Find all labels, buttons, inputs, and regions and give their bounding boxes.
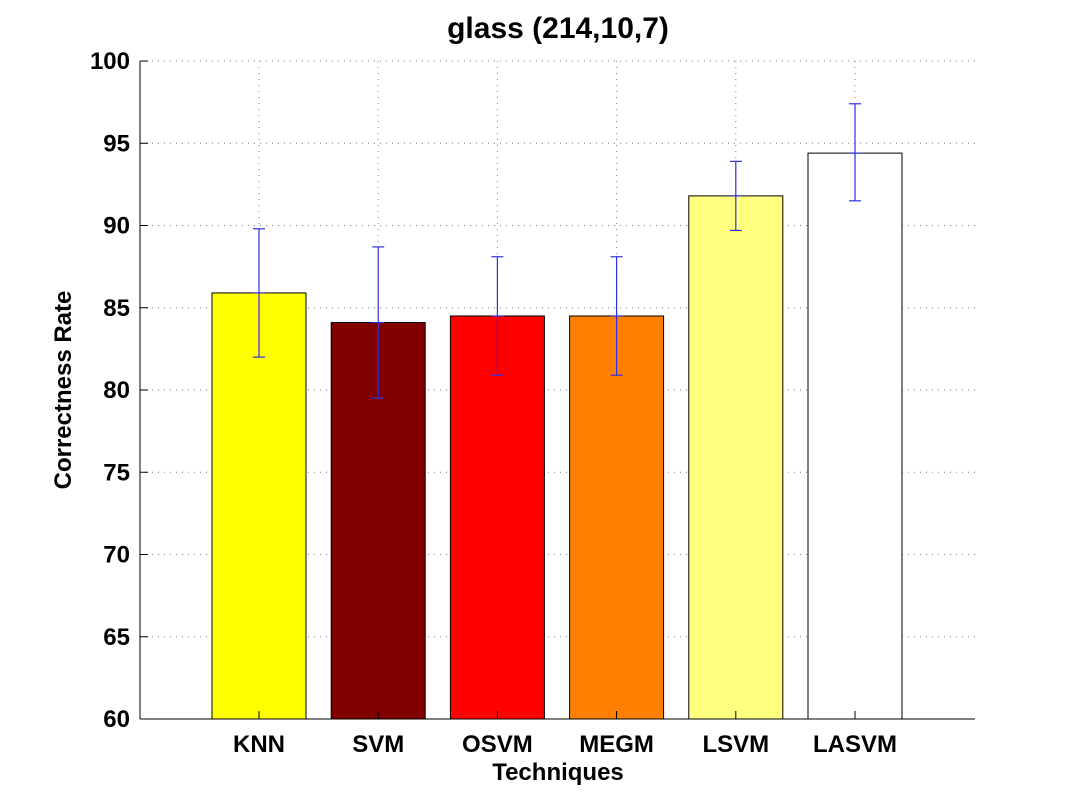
y-tick-label: 90 <box>103 213 130 240</box>
bar-osvm <box>449 315 545 720</box>
bars <box>211 152 903 720</box>
x-tick-label-svm: SVM <box>352 731 404 758</box>
y-tick-label: 100 <box>90 48 130 75</box>
bar-lsvm <box>688 195 784 720</box>
y-axis-label: Correctness Rate <box>50 291 77 490</box>
bar-megm <box>569 315 665 720</box>
y-tick-label: 80 <box>103 377 130 404</box>
y-tick-label: 60 <box>103 706 130 733</box>
error-bar-osvm <box>491 256 504 376</box>
bar-lasvm <box>807 152 903 720</box>
x-tick-labels: KNN SVM OSVM MEGM LSVM LASVM <box>233 731 897 758</box>
y-tick-label: 75 <box>103 459 130 486</box>
x-tick-label-megm: MEGM <box>579 731 654 758</box>
error-bar-megm <box>610 256 623 376</box>
chart-title: glass (214,10,7) <box>447 12 669 45</box>
error-bar-svm <box>372 246 385 399</box>
y-tick-label: 95 <box>103 130 130 157</box>
x-tick-label-lsvm: LSVM <box>702 731 769 758</box>
x-tick-label-lasvm: LASVM <box>813 731 897 758</box>
error-bars <box>253 103 861 399</box>
error-bar-lsvm <box>729 160 742 232</box>
axes <box>139 60 975 720</box>
y-tick-labels: 60 65 70 75 80 85 90 95 100 <box>90 48 130 733</box>
error-bar-lasvm <box>849 103 861 202</box>
error-bar-knn <box>253 228 265 358</box>
y-tick-label: 70 <box>103 542 130 569</box>
x-tick-label-knn: KNN <box>233 731 285 758</box>
x-tick-label-osvm: OSVM <box>462 731 533 758</box>
y-tick-label: 65 <box>103 624 130 651</box>
y-tick-label: 85 <box>103 295 130 322</box>
bar-knn <box>211 292 307 720</box>
x-axis-label: Techniques <box>492 759 624 786</box>
